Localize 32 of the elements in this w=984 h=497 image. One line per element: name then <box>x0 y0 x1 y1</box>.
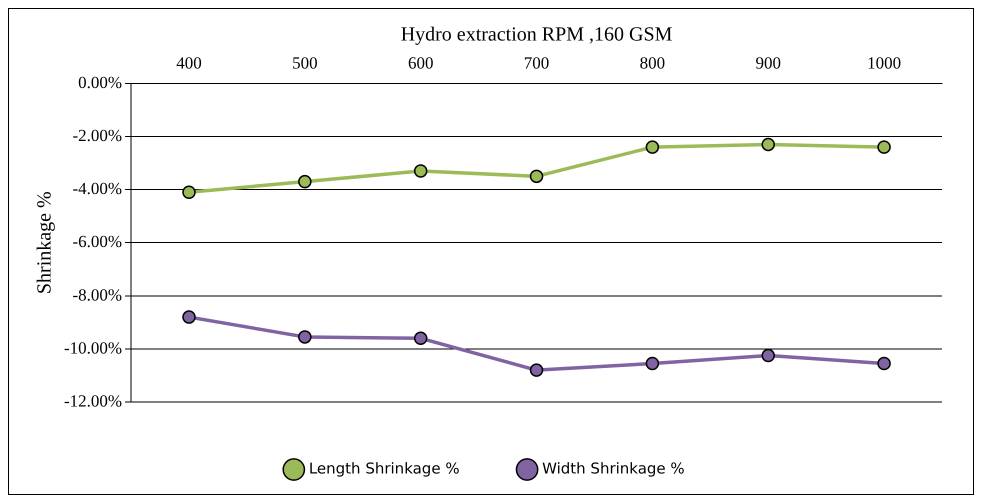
y-tick-label: -8.00% <box>72 285 122 304</box>
point <box>646 356 660 370</box>
point <box>414 332 428 346</box>
point <box>530 170 544 184</box>
x-tick-label: 600 <box>408 54 434 73</box>
x-tick-label: 800 <box>640 54 666 73</box>
point <box>530 363 544 377</box>
x-tick-label: 900 <box>755 54 781 73</box>
point <box>298 174 312 188</box>
y-tick-label: -6.00% <box>72 232 122 252</box>
y-axis-title: Shrinkage % <box>33 191 56 294</box>
y-tick-label: -4.00% <box>72 179 122 198</box>
y-tick-label: -2.00% <box>72 126 122 145</box>
point <box>877 356 891 370</box>
y-tick-label: -12.00% <box>64 391 122 410</box>
legend-label: Length Shrinkage % <box>308 459 460 478</box>
x-tick-label: 500 <box>292 54 318 73</box>
x-axis-title: Hydro extraction RPM ,160 GSM <box>400 23 673 46</box>
x-tick-label: 400 <box>176 54 202 73</box>
point <box>877 140 891 154</box>
legend-label: Width Shrinkage % <box>542 459 685 478</box>
y-tick-label: 0.00% <box>78 72 122 92</box>
y-tick-label: -10.00% <box>64 338 122 358</box>
point <box>414 164 428 178</box>
x-tick-label: 700 <box>524 54 550 73</box>
point <box>761 348 775 362</box>
point <box>298 330 312 344</box>
x-tick-label: 1000 <box>867 54 902 73</box>
point <box>182 186 196 200</box>
point <box>646 140 660 154</box>
point <box>182 310 196 324</box>
point <box>761 138 775 152</box>
